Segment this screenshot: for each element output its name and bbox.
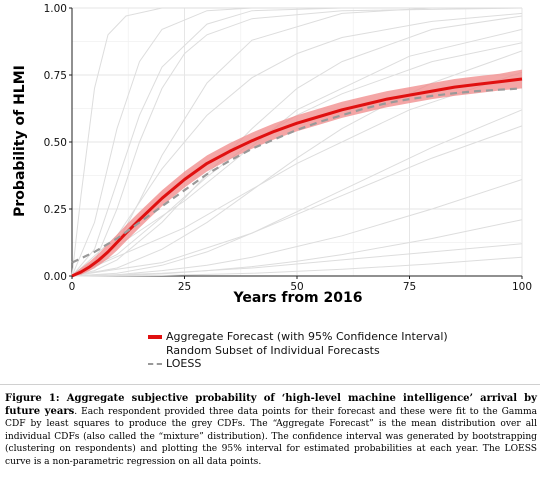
y-axis-label: Probability of HLMI <box>12 65 28 217</box>
individual-forecast-line <box>71 256 523 277</box>
individual-forecast-line <box>71 12 523 277</box>
legend-label-loess: LOESS <box>166 357 202 370</box>
x-tick-label: 25 <box>178 281 191 293</box>
figure-caption: Figure 1: Aggregate subjective probabili… <box>5 393 537 468</box>
caption-lead: Figure 1: Aggregate subjective probabili… <box>5 393 537 417</box>
legend: Aggregate Forecast (with 95% Confidence … <box>148 330 448 371</box>
loess-line <box>71 87 523 264</box>
x-tick-label: 0 <box>69 281 76 293</box>
tick-labels: 0 25 50 75 100 0.00 0.25 0.50 0.75 1.00 <box>44 3 532 293</box>
legend-swatch-aggregate <box>148 334 162 339</box>
individual-forecast-line <box>71 7 522 277</box>
individual-forecast-line <box>71 243 523 277</box>
x-tick-label: 50 <box>290 281 303 293</box>
y-tick-label: 1.00 <box>44 3 67 15</box>
aggregate-forecast-line <box>71 77 523 278</box>
legend-label-aggregate: Aggregate Forecast (with 95% Confidence … <box>166 330 448 343</box>
individual-forecast-line <box>71 71 523 277</box>
individual-forecast-line <box>71 125 523 277</box>
legend-swatch-loess <box>148 362 162 365</box>
separator <box>0 384 540 385</box>
individual-forecast-line <box>71 109 523 277</box>
x-axis-label: Years from 2016 <box>233 290 363 306</box>
legend-item-aggregate: Aggregate Forecast (with 95% Confidence … <box>148 330 448 344</box>
hlmi-chart: 0 25 50 75 100 0.00 0.25 0.50 0.75 1.00 Years fro… <box>12 3 532 306</box>
individual-forecast-line <box>71 219 523 277</box>
legend-item-random-subset: Random Subset of Individual Forecasts <box>148 344 448 358</box>
legend-swatch-random-subset <box>148 350 162 351</box>
y-tick-label: 0.75 <box>44 70 67 82</box>
series-lines <box>71 77 523 278</box>
individual-forecasts <box>71 7 523 277</box>
y-tick-label: 0.50 <box>44 137 67 149</box>
legend-item-loess: LOESS <box>148 357 448 371</box>
x-tick-label: 75 <box>403 281 416 293</box>
y-tick-label: 0.25 <box>44 204 67 216</box>
x-tick-label: 100 <box>512 281 532 293</box>
y-tick-label: 0.00 <box>44 271 67 283</box>
legend-label-random-subset: Random Subset of Individual Forecasts <box>166 343 380 357</box>
individual-forecast-line <box>71 28 523 277</box>
individual-forecast-line <box>71 179 523 277</box>
individual-forecast-line <box>71 7 523 277</box>
caption-body: . Each respondent provided three data po… <box>5 406 537 467</box>
